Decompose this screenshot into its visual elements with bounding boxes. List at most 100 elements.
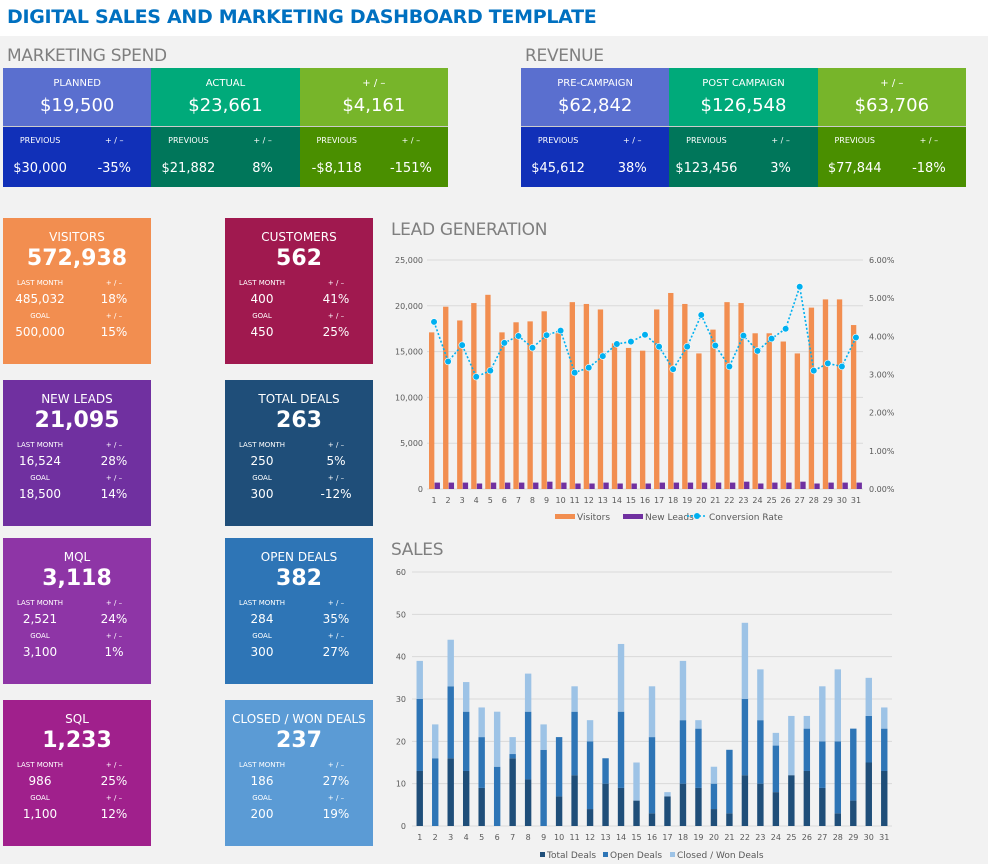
- previous-label: PREVIOUS: [537, 135, 579, 145]
- marketing-spend-heading: MARKETING SPEND: [7, 46, 167, 66]
- total-deals-bar: [447, 758, 454, 826]
- x-tick-label: 21: [724, 833, 734, 842]
- x-tick-label: 28: [809, 496, 819, 505]
- conversion-rate-point: [571, 368, 579, 377]
- x-tick-label: 15: [626, 496, 636, 505]
- closed-won-deals-bar: [679, 660, 687, 721]
- tile-value: $23,661: [188, 95, 263, 116]
- x-tick-label: 12: [584, 496, 594, 505]
- total-deals-bar: [462, 770, 470, 826]
- x-tick-label: 30: [837, 496, 847, 505]
- closed-won-deals-bar: [695, 720, 702, 729]
- open-deals-bar: [493, 766, 501, 826]
- conversion-rate-point: [852, 333, 860, 342]
- legend-swatch: [603, 852, 608, 857]
- conversion-rate-point: [641, 331, 649, 339]
- open-deals-bar: [586, 741, 594, 810]
- x-tick-label: 17: [662, 833, 672, 842]
- total-deals-bar: [881, 770, 888, 826]
- last-month-value: 16,524: [19, 454, 61, 468]
- conversion-rate-point: [810, 367, 818, 375]
- total-deals-bar: [757, 783, 764, 826]
- x-tick-label: 13: [600, 833, 610, 842]
- goal-value: 500,000: [15, 325, 65, 339]
- new-leads-bar: [589, 483, 595, 489]
- y-tick-label: 20,000: [395, 302, 423, 311]
- diff-label: + / –: [105, 632, 123, 640]
- y-tick-label: 20: [396, 737, 406, 746]
- open-deals-bar: [865, 715, 872, 763]
- total-deals-bar: [617, 787, 625, 826]
- previous-label: PREVIOUS: [316, 135, 357, 145]
- last-month-value: 400: [250, 292, 274, 306]
- closed-won-deals-bar: [493, 711, 501, 767]
- total-deals-bar: [478, 787, 485, 826]
- open-deals-bar: [772, 745, 780, 793]
- revenue-panel: PRE-CAMPAIGN $62,842 POST CAMPAIGN $126,548…: [521, 68, 966, 187]
- closed-won-deals-bar: [757, 669, 764, 721]
- new-leads-bar: [786, 482, 792, 489]
- diff-label: + / –: [327, 761, 345, 769]
- last-month-label: LAST MONTH: [16, 441, 64, 449]
- last-month-diff: 35%: [322, 612, 350, 626]
- conversion-rate-point: [767, 335, 776, 343]
- open-deals-bar: [447, 686, 454, 759]
- closed-won-deals-bar: [617, 643, 625, 712]
- diff-value: -151%: [389, 160, 432, 176]
- last-month-diff: 25%: [100, 774, 128, 788]
- total-deals-bar: [850, 800, 857, 826]
- diff-value: -35%: [97, 160, 132, 176]
- goal-diff: 14%: [100, 487, 128, 501]
- sales-heading: SALES: [391, 540, 444, 560]
- kpi-label: OPEN DEALS: [260, 550, 338, 564]
- kpi-value: 21,095: [34, 408, 120, 433]
- x-tick-label: 5: [479, 833, 484, 842]
- goal-label: GOAL: [30, 312, 50, 320]
- title-bar: DIGITAL SALES AND MARKETING DASHBOARD TE…: [0, 0, 988, 36]
- last-month-diff: 18%: [100, 292, 128, 306]
- last-month-diff: 24%: [100, 612, 128, 626]
- last-month-label: LAST MONTH: [238, 599, 286, 607]
- last-month-label: LAST MONTH: [238, 441, 286, 449]
- marketing_spend-tile-2: + / – $4,161: [299, 68, 448, 127]
- y2-tick-label: 0.00%: [869, 485, 895, 494]
- x-tick-label: 18: [678, 833, 688, 842]
- marketing_spend-tile-1: ACTUAL $23,661: [151, 68, 300, 127]
- y-tick-label: 10: [396, 780, 406, 789]
- goal-diff: 19%: [322, 807, 350, 821]
- last-month-value: 986: [28, 774, 52, 788]
- open-deals-bar: [462, 711, 470, 771]
- closed-won-deals-bar: [416, 660, 423, 699]
- x-tick-label: 18: [668, 496, 678, 505]
- diff-value: 3%: [770, 160, 791, 176]
- total-deals-bar: [788, 775, 795, 826]
- x-tick-label: 16: [640, 496, 650, 505]
- total-deals-bar: [819, 787, 826, 826]
- closed-won-deals-bar: [865, 677, 872, 716]
- kpi-value: 562: [276, 246, 322, 271]
- x-tick-label: 5: [488, 496, 493, 505]
- x-tick-label: 4: [474, 496, 479, 505]
- visitors-bar: [471, 303, 477, 489]
- conversion-rate-point: [458, 341, 466, 349]
- conversion-rate-point: [697, 311, 705, 319]
- closed-won-deals-bar: [834, 669, 842, 742]
- new-leads-bar: [533, 482, 539, 489]
- x-tick-label: 23: [738, 496, 748, 505]
- x-tick-label: 24: [752, 496, 762, 505]
- new-leads-bar: [504, 482, 511, 489]
- conversion-rate-point: [683, 343, 691, 351]
- open-deals-bar: [509, 754, 516, 759]
- kpi-value: 572,938: [26, 246, 128, 271]
- marketing_spend-previous-0: PREVIOUS + / – $30,000 -35%: [3, 127, 152, 187]
- kpi-total-deals: TOTAL DEALS 263 LAST MONTH + / – 250 5% GO…: [225, 380, 373, 526]
- x-tick-label: 22: [724, 496, 734, 505]
- goal-value: 3,100: [22, 645, 58, 659]
- revenue-tile-0: PRE-CAMPAIGN $62,842: [521, 68, 670, 127]
- last-month-diff: 41%: [322, 292, 350, 306]
- y-tick-label: 15,000: [395, 348, 423, 357]
- x-tick-label: 25: [766, 496, 776, 505]
- conversion-rate-point: [753, 347, 762, 355]
- last-month-label: LAST MONTH: [16, 599, 64, 607]
